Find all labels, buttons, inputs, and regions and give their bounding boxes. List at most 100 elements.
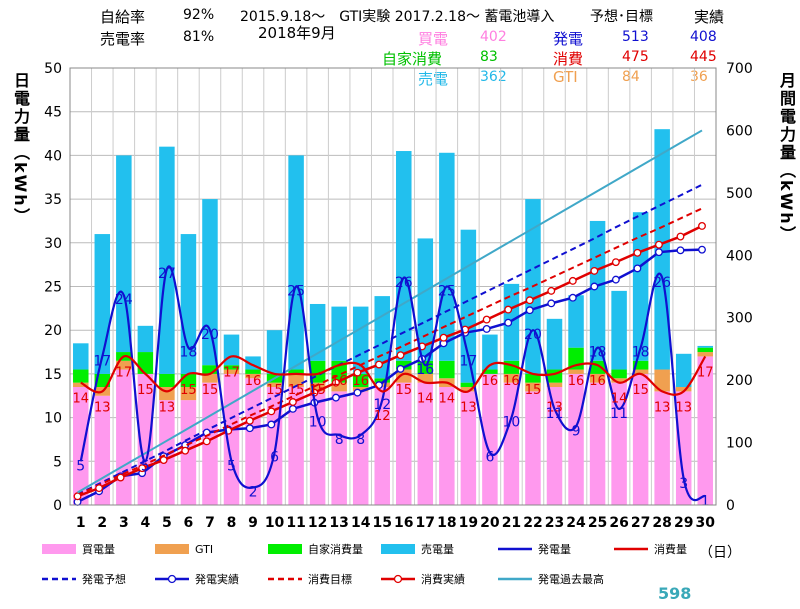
legend-swatch (381, 544, 415, 554)
bar-segment (482, 373, 498, 505)
bar-segment (439, 387, 455, 505)
series-marker (95, 484, 104, 493)
data-label: 14 (72, 392, 89, 407)
bar-segment (568, 373, 584, 505)
data-label: 16 (482, 374, 499, 389)
bar-segment (309, 303, 326, 361)
legend-label: 消費量 (654, 542, 687, 556)
y2-tick-label: 500 (726, 186, 753, 202)
data-label: 15 (632, 383, 649, 398)
data-label: 14 (417, 392, 434, 407)
bar-segment (396, 369, 412, 383)
x-tick-label: 28 (652, 515, 671, 531)
bar-segment (288, 155, 304, 370)
x-tick-label: 22 (523, 515, 542, 531)
bar-segment (223, 373, 240, 505)
bar-segment (396, 360, 412, 370)
bar-segment (180, 387, 197, 401)
bar-segment (202, 365, 218, 374)
data-label: 6 (485, 450, 494, 466)
data-label: 9 (572, 423, 581, 439)
series-marker (288, 404, 297, 413)
data-label: 12 (374, 409, 391, 424)
series-marker (202, 437, 211, 446)
series-marker (611, 275, 620, 284)
y-tick-label: 45 (44, 105, 62, 121)
x-tick-label: 30 (695, 515, 715, 531)
data-label: 17 (93, 353, 111, 369)
bar-segment (675, 353, 692, 388)
x-tick-label: 20 (480, 515, 500, 531)
data-label: 5 (227, 458, 236, 474)
legend-label: 消費目標 (308, 572, 352, 586)
y-tick-label: 35 (44, 192, 62, 208)
bar-segment (309, 391, 326, 505)
x-tick-label: 27 (631, 515, 650, 531)
data-label: 27 (158, 266, 176, 282)
bar-segment (439, 360, 455, 379)
series-marker (267, 420, 276, 429)
series-marker (590, 282, 599, 291)
bar-segment (546, 382, 563, 388)
sell-rate-value: 81% (183, 29, 215, 45)
data-label: 13 (546, 400, 563, 415)
series-marker (396, 351, 405, 360)
stat-forecast: 84 (622, 69, 640, 85)
data-label: 15 (288, 383, 305, 398)
bar-segment (697, 352, 713, 357)
legend-label: 発電量 (538, 542, 571, 556)
data-label: 8 (356, 432, 365, 448)
y2-tick-label: 700 (726, 61, 753, 77)
bar-segment (675, 387, 692, 392)
x-tick-label: 16 (394, 515, 413, 531)
y-tick-label: 30 (44, 236, 62, 252)
bar-segment (546, 318, 563, 370)
series-marker (547, 299, 556, 308)
y2-tick-label: 600 (726, 123, 753, 139)
data-label: 5 (141, 458, 150, 474)
bar-segment (159, 146, 175, 374)
bar-segment (632, 369, 649, 374)
bar-segment (611, 290, 627, 370)
data-label: 16 (416, 362, 434, 378)
bar-segment (396, 151, 412, 361)
series-marker (654, 248, 663, 257)
series-marker (568, 293, 577, 302)
legend-swatch (268, 544, 302, 554)
data-label: 10 (503, 415, 521, 431)
y-tick-label: 40 (44, 148, 62, 164)
bar-segment (654, 391, 670, 505)
y2-tick-label: 200 (726, 373, 753, 389)
bar-segment (417, 360, 434, 374)
bar-segment (611, 369, 627, 379)
bar-segment (352, 373, 369, 388)
x-tick-label: 4 (140, 515, 150, 531)
y-tick-label: 0 (53, 498, 62, 514)
bar-segment (159, 400, 175, 505)
y-tick-label: 5 (53, 454, 62, 470)
series-marker (525, 306, 534, 315)
x-tick-label: 3 (119, 515, 129, 531)
data-label: 15 (525, 383, 542, 398)
series-marker (676, 232, 685, 241)
legend-swatch-marker (167, 574, 177, 584)
stat-right-label: 消費 (553, 50, 584, 68)
x-tick-label: 2 (97, 515, 107, 531)
bar-segment (137, 325, 154, 353)
self-rate-label: 自給率 (100, 8, 146, 26)
series-marker (698, 245, 706, 254)
stat-right-label: 発電 (553, 30, 584, 48)
legend-label: 発電過去最高 (538, 572, 604, 586)
data-label: 14 (611, 392, 628, 407)
bar-segment (223, 369, 240, 374)
series-marker (73, 492, 82, 501)
self-rate-value: 92% (183, 7, 215, 23)
x-tick-label: 8 (227, 515, 237, 531)
bar-segment (116, 369, 132, 505)
legend-label: GTI (195, 543, 213, 556)
x-tick-label: 12 (308, 515, 327, 531)
series-marker (590, 266, 599, 275)
bar-segment (202, 373, 218, 383)
bar-segment (439, 152, 455, 361)
series-marker (654, 240, 663, 249)
